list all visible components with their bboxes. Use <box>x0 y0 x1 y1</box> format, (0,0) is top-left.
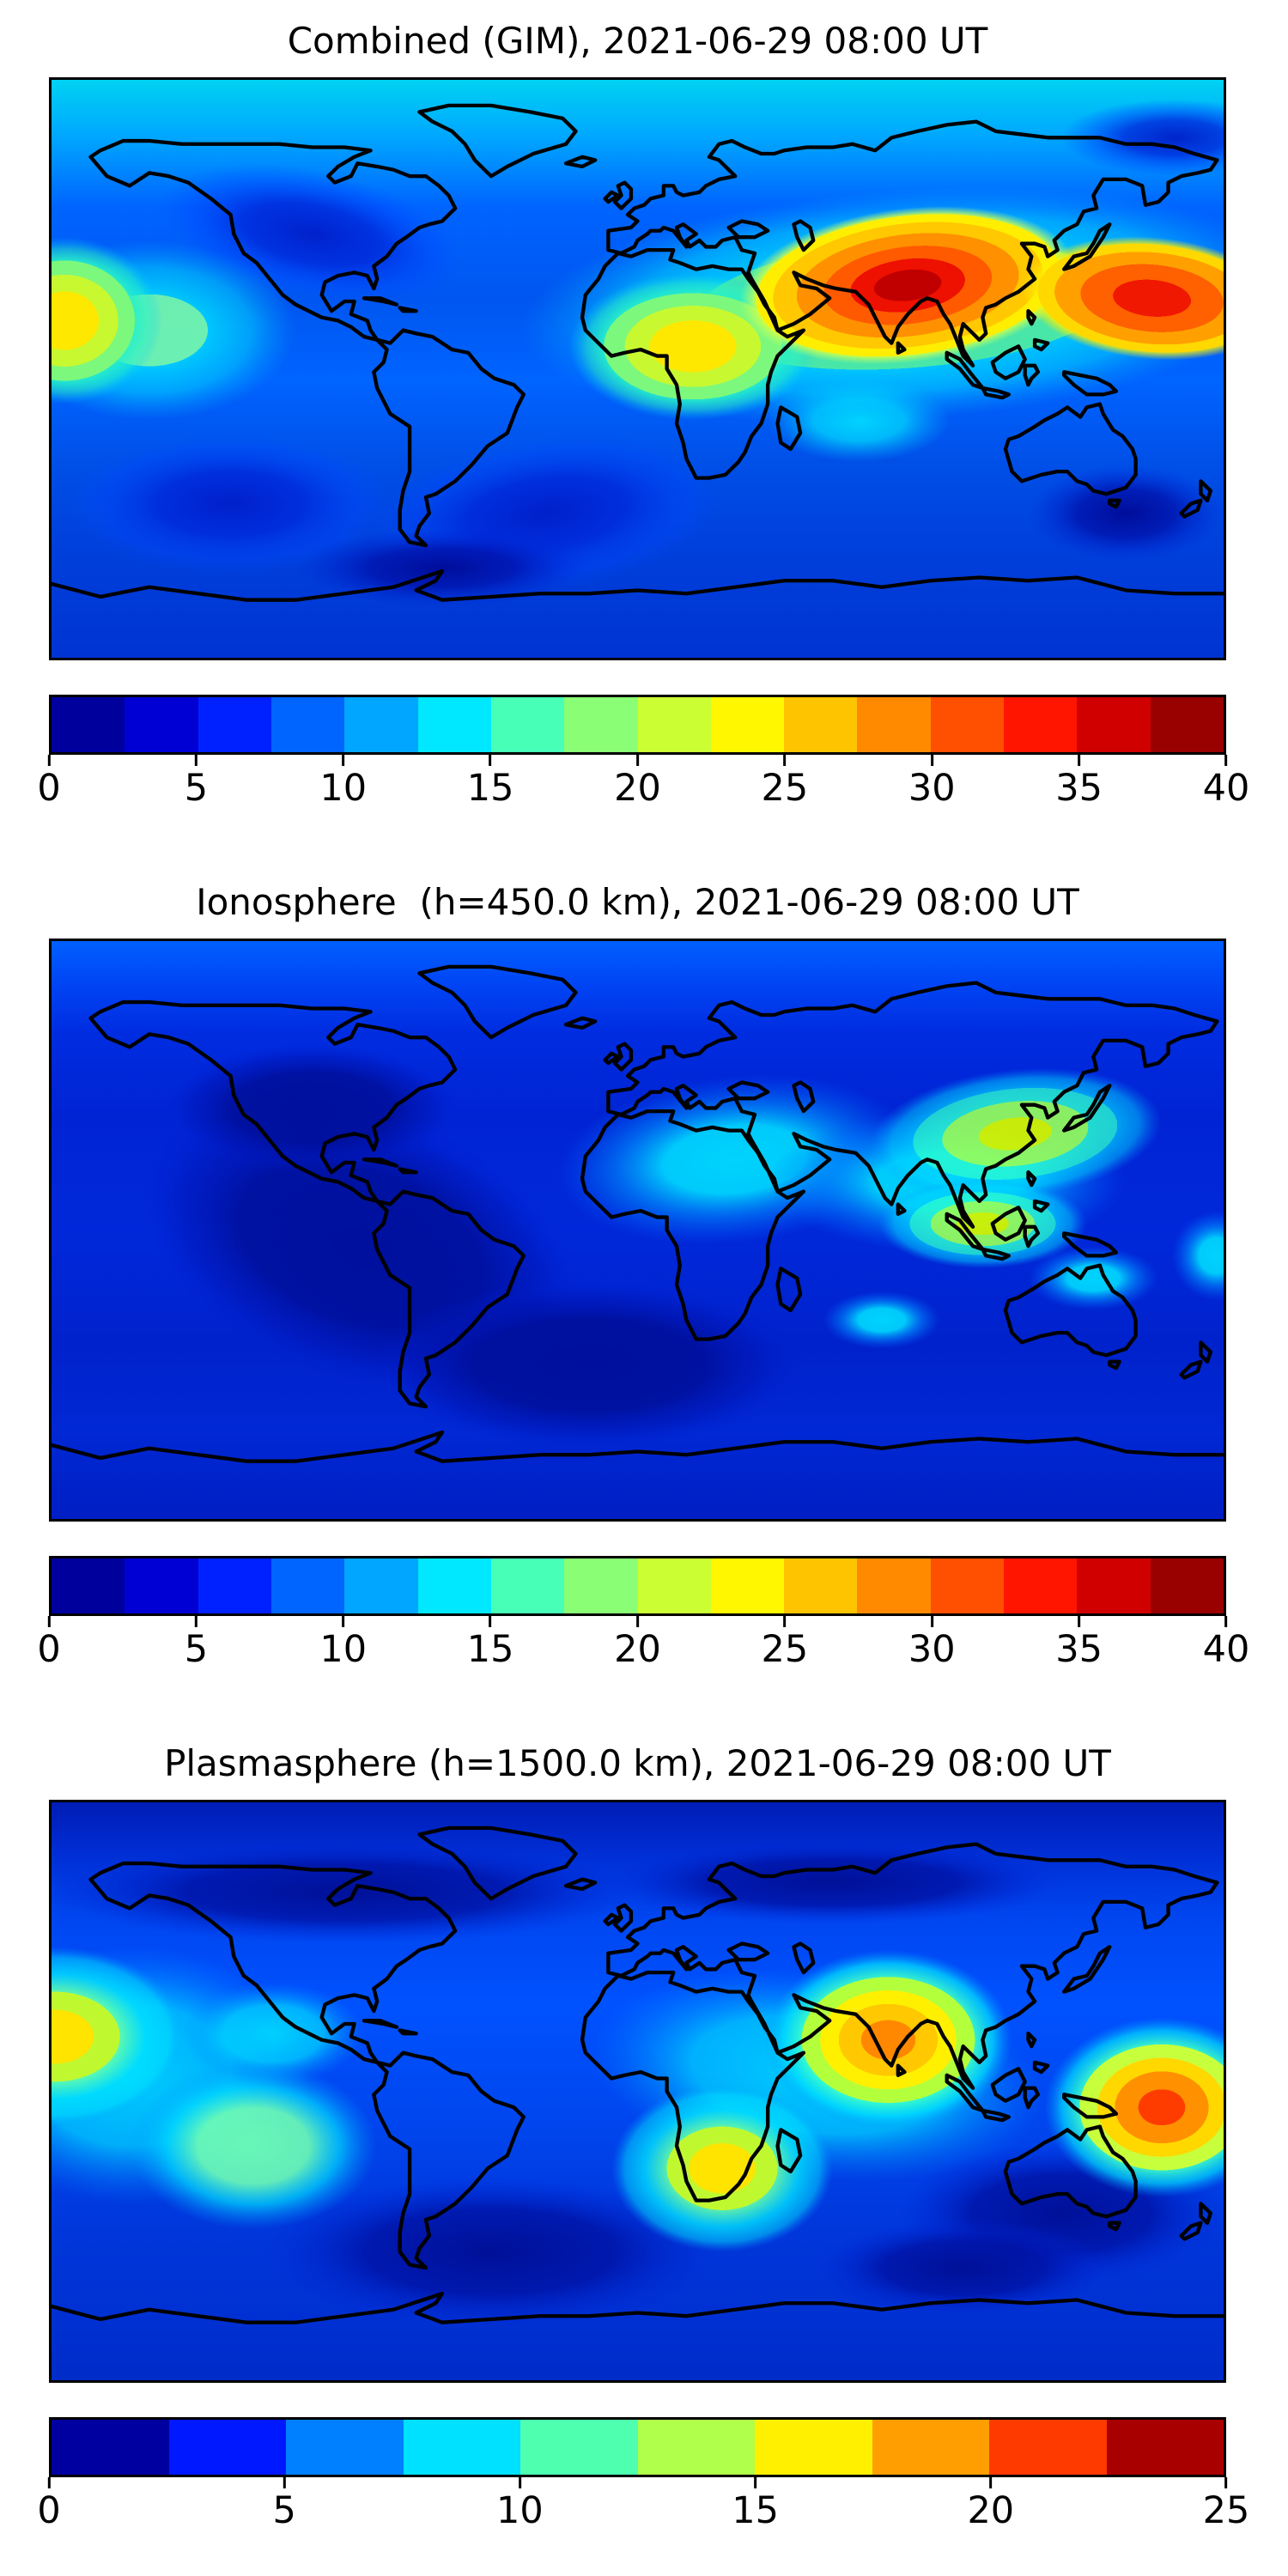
tick-label: 40 <box>1202 1628 1250 1671</box>
tick-label: 25 <box>761 1628 809 1671</box>
plot-title-combined: Combined (GIM), 2021-06-29 08:00 UT <box>287 20 988 62</box>
tick-label: 35 <box>1055 767 1103 810</box>
tick-label: 25 <box>761 767 809 810</box>
tick-label: 10 <box>319 767 368 810</box>
map-combined-frame <box>49 77 1226 660</box>
tick-label: 20 <box>614 1628 661 1671</box>
tick-label: 35 <box>1055 1628 1103 1671</box>
colorbar-ionosphere <box>49 1556 1226 1616</box>
map-plasmasphere-frame <box>49 1800 1226 2383</box>
map-combined <box>52 80 1224 658</box>
tick-label: 15 <box>732 2489 779 2532</box>
tick-label: 40 <box>1202 767 1250 810</box>
colorbar-combined <box>49 695 1226 755</box>
tick-label: 30 <box>908 767 956 810</box>
colorbar-ticks-ionosphere: 0 5 10 15 20 25 30 35 40 <box>37 1616 1249 1673</box>
tick-label: 15 <box>466 1628 514 1671</box>
tick-label: 5 <box>184 767 209 810</box>
map-ionosphere-frame <box>49 939 1226 1522</box>
colorbar-ticks-combined: 0 5 10 15 20 25 30 35 40 <box>37 755 1249 811</box>
tick-label: 15 <box>466 767 514 810</box>
tick-label: 25 <box>1202 2489 1250 2532</box>
plot-title-plasmasphere: Plasmasphere (h=1500.0 km), 2021-06-29 0… <box>164 1742 1111 1784</box>
colorbar-ticks-plasmasphere: 0 5 10 15 20 25 <box>37 2477 1249 2534</box>
tick-label: 10 <box>496 2489 544 2532</box>
map-ionosphere <box>52 941 1224 1519</box>
tick-label: 5 <box>184 1628 209 1671</box>
plot-title-ionosphere: Ionosphere (h=450.0 km), 2021-06-29 08:0… <box>196 881 1079 923</box>
tick-label: 20 <box>967 2489 1015 2532</box>
tick-label: 5 <box>272 2489 296 2532</box>
tick-label: 0 <box>37 2489 61 2532</box>
tick-label: 0 <box>37 767 61 810</box>
panel-combined-gim: Combined (GIM), 2021-06-29 08:00 UT 0 5 … <box>37 0 1249 811</box>
tick-label: 10 <box>319 1628 368 1671</box>
map-plasmasphere <box>52 1802 1224 2380</box>
tick-label: 30 <box>908 1628 956 1671</box>
panel-ionosphere: Ionosphere (h=450.0 km), 2021-06-29 08:0… <box>37 880 1249 1673</box>
tick-label: 20 <box>614 767 661 810</box>
colorbar-plasmasphere <box>49 2417 1226 2477</box>
tick-label: 0 <box>37 1628 61 1671</box>
panel-plasmasphere: Plasmasphere (h=1500.0 km), 2021-06-29 0… <box>37 1741 1249 2534</box>
